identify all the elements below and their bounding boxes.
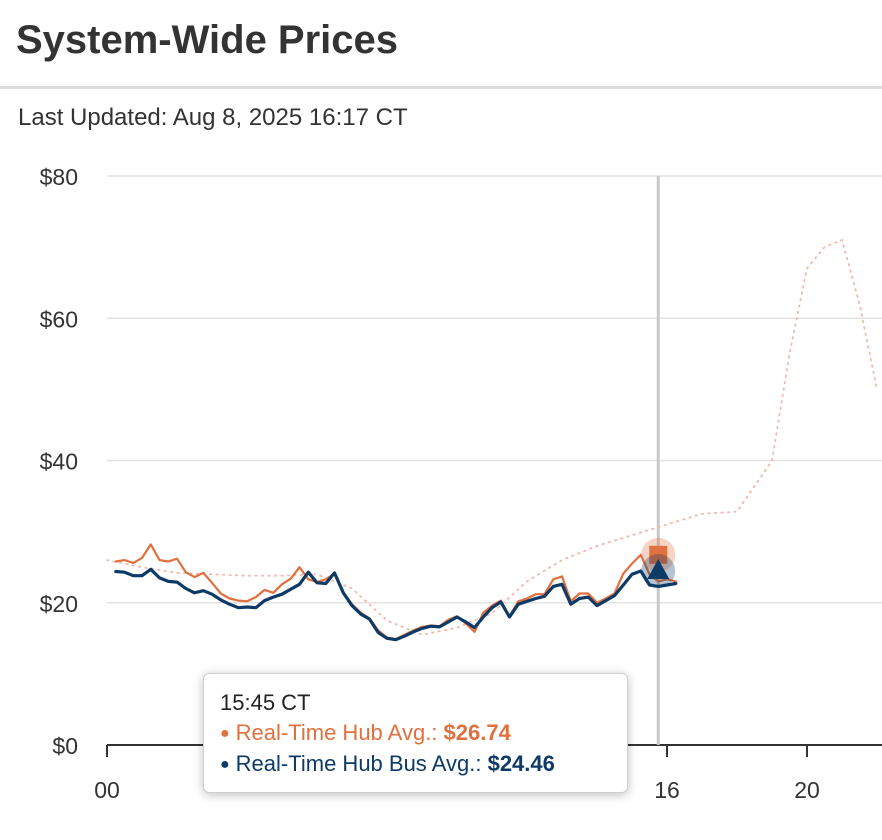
grid-lines [107,175,882,604]
tooltip-label: Real-Time Hub Bus Avg.: [235,751,482,776]
tooltip-dot-icon: ● [220,756,230,773]
tooltip-dot-icon: ● [220,725,230,742]
forecast-series-line [106,239,878,636]
tooltip-label: Real-Time Hub Avg.: [235,720,438,745]
y-tick-label: $20 [40,591,78,617]
y-tick-label: $80 [40,164,78,190]
y-axis-labels: $0 $20 $40 $60 $80 [40,164,78,759]
page-title: System-Wide Prices [16,18,399,62]
tooltip-time: 15:45 CT [220,690,311,715]
x-tick-label: 16 [654,777,680,803]
chart-tooltip: 15:45 CT ● Real-Time Hub Avg.: $26.74 ● Re… [203,673,628,793]
tooltip-value: $26.74 [443,720,511,745]
x-tick-label: 20 [794,777,820,803]
y-tick-label: $60 [40,306,78,332]
tooltip-value: $24.46 [487,751,555,776]
rt-hub-marker [649,545,668,564]
series-lines [106,176,878,745]
x-tick-label: 00 [94,777,120,803]
last-updated-text: Last Updated: Aug 8, 2025 16:17 CT [18,104,408,131]
rt-hub-bus-marker [647,559,670,580]
y-tick-label: $0 [52,733,78,759]
tooltip-row-rt-hub: ● Real-Time Hub Avg.: $26.74 [220,718,611,749]
rt-hub-bus-series-line [114,567,678,642]
hover-markers [641,537,676,589]
y-tick-label: $40 [40,449,78,475]
tooltip-row-rt-hub-bus: ● Real-Time Hub Bus Avg.: $24.46 [220,749,611,780]
title-divider [0,86,882,89]
